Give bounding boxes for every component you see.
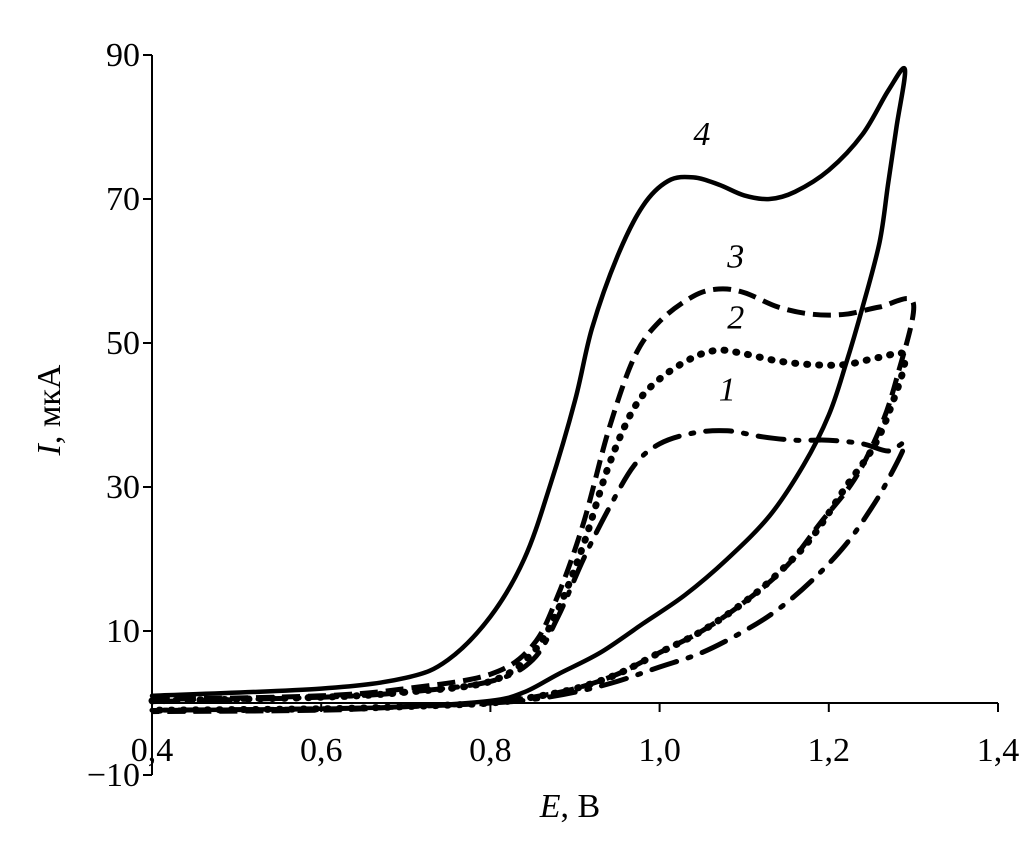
series-label-4: 4 bbox=[693, 116, 710, 153]
y-tick-label: 50 bbox=[106, 325, 140, 362]
x-axis: 0,4 0,6 0,8 1,0 1,2 1,4 bbox=[131, 702, 1020, 769]
series-curve-1 bbox=[149, 428, 908, 713]
series-label-3: 3 bbox=[726, 238, 744, 275]
x-tick-label: 1,0 bbox=[638, 732, 681, 769]
series-label-2: 2 bbox=[727, 300, 744, 337]
y-tick-label: 90 bbox=[106, 37, 140, 74]
y-tick-label: 10 bbox=[106, 613, 140, 650]
series-curve-4 bbox=[149, 65, 908, 713]
x-axis-unit: , В bbox=[561, 788, 601, 825]
x-tick-label: 0,6 bbox=[300, 732, 343, 769]
y-tick-label: 30 bbox=[106, 469, 140, 506]
x-axis-variable: E bbox=[539, 788, 561, 825]
x-tick-label: 1,2 bbox=[808, 732, 851, 769]
x-tick-label: 0,8 bbox=[469, 732, 512, 769]
y-tick-label: 70 bbox=[106, 181, 140, 218]
y-axis-unit: , мкА bbox=[31, 364, 68, 444]
y-axis: 90 70 50 30 10 −10 bbox=[87, 37, 153, 794]
series-curve-2 bbox=[148, 346, 909, 714]
y-axis-variable: I bbox=[31, 442, 68, 456]
y-axis-title: I, мкА bbox=[31, 364, 68, 456]
series-label-1: 1 bbox=[719, 372, 736, 409]
x-axis-title: E, В bbox=[539, 788, 600, 825]
series-curve-3 bbox=[151, 286, 917, 715]
y-tick-label: −10 bbox=[87, 757, 140, 794]
plot-area: 1 2 3 4 bbox=[148, 65, 917, 715]
x-tick-label: 1,4 bbox=[977, 732, 1020, 769]
